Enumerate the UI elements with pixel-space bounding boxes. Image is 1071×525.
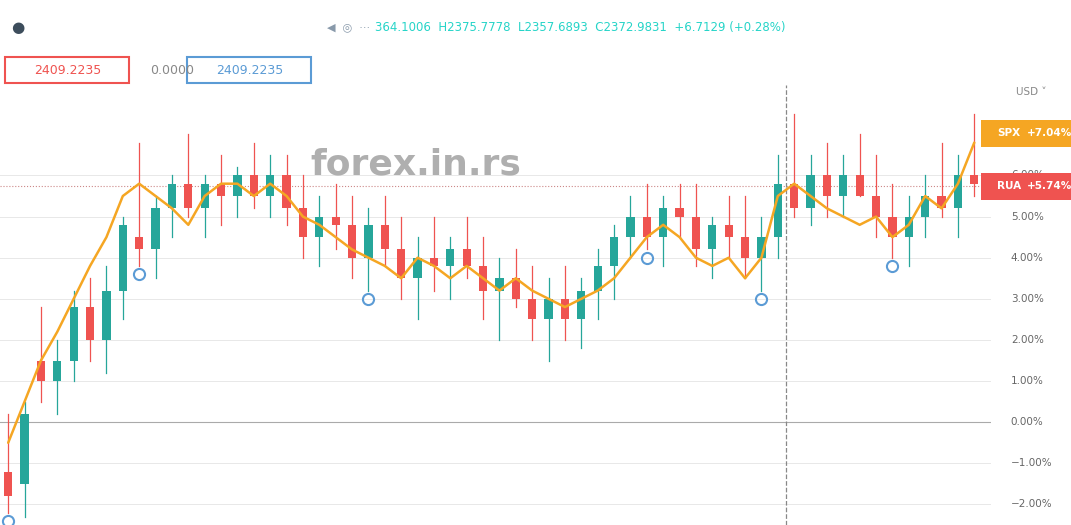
Bar xyxy=(332,217,340,225)
Text: +7.04%: +7.04% xyxy=(1027,128,1071,138)
Bar xyxy=(937,196,946,208)
Bar xyxy=(447,249,454,266)
Bar xyxy=(348,225,357,258)
Bar xyxy=(643,217,651,237)
Bar xyxy=(283,175,290,208)
Bar xyxy=(741,237,749,258)
Bar xyxy=(676,208,683,217)
Bar xyxy=(168,184,176,208)
Bar xyxy=(905,217,912,237)
Bar xyxy=(708,225,716,249)
Bar xyxy=(823,175,831,196)
Text: +5.74%: +5.74% xyxy=(1027,181,1071,191)
Text: USD ˅: USD ˅ xyxy=(1015,87,1046,97)
Bar xyxy=(266,175,274,196)
Bar xyxy=(806,175,815,208)
Bar xyxy=(872,196,880,217)
Text: ◀  ◎  ···: ◀ ◎ ··· xyxy=(327,23,369,33)
Bar xyxy=(397,249,405,278)
Bar xyxy=(380,225,389,249)
Text: 3.00%: 3.00% xyxy=(1011,294,1043,304)
Bar xyxy=(36,361,45,381)
Text: 4.98%: 4.98% xyxy=(73,95,110,108)
Bar xyxy=(954,175,962,208)
Text: 0.0000: 0.0000 xyxy=(150,64,194,77)
FancyBboxPatch shape xyxy=(981,173,1071,200)
Bar xyxy=(692,217,700,249)
Bar xyxy=(200,184,209,208)
Bar xyxy=(921,196,930,217)
Bar xyxy=(627,217,634,237)
Text: USD ˅: USD ˅ xyxy=(1021,21,1055,34)
Bar xyxy=(561,299,569,319)
Bar xyxy=(479,266,487,291)
Bar xyxy=(888,217,896,237)
Text: 2409.2235: 2409.2235 xyxy=(34,64,101,77)
Bar xyxy=(250,175,258,196)
Bar xyxy=(840,175,847,196)
Bar xyxy=(659,208,667,237)
Bar xyxy=(725,225,733,237)
Bar xyxy=(299,208,307,237)
Text: −1.00%: −1.00% xyxy=(1011,458,1053,468)
Text: −2.00%: −2.00% xyxy=(1011,499,1053,509)
Text: 1.00%: 1.00% xyxy=(1011,376,1043,386)
Text: forex.in.rs: forex.in.rs xyxy=(311,147,522,181)
Bar xyxy=(4,471,12,496)
Bar xyxy=(757,237,766,258)
Bar xyxy=(790,184,798,208)
Bar xyxy=(413,258,422,278)
Bar xyxy=(217,184,225,196)
Text: 2409.2235: 2409.2235 xyxy=(216,64,283,77)
Bar xyxy=(577,291,586,319)
Bar xyxy=(70,307,78,361)
Bar xyxy=(233,175,242,196)
Text: 4.00%: 4.00% xyxy=(1011,253,1043,262)
Bar xyxy=(315,217,323,237)
Bar xyxy=(103,291,110,340)
Bar xyxy=(119,225,126,291)
Text: 2.00%: 2.00% xyxy=(1011,335,1043,345)
Bar xyxy=(970,175,979,184)
Bar xyxy=(544,299,553,319)
Bar xyxy=(364,225,373,258)
Bar xyxy=(184,184,193,208)
Bar xyxy=(54,361,61,381)
Text: 0.00%: 0.00% xyxy=(1011,417,1043,427)
Text: Russell 3000 Index · 1D · RUSSELL: Russell 3000 Index · 1D · RUSSELL xyxy=(27,21,242,34)
Bar xyxy=(496,278,503,291)
Text: ●: ● xyxy=(11,20,24,35)
Text: SPX, SP: SPX, SP xyxy=(5,95,49,108)
Bar xyxy=(151,208,160,249)
Text: RUA: RUA xyxy=(997,181,1022,191)
Bar xyxy=(512,278,519,299)
Text: SPX: SPX xyxy=(997,128,1021,138)
Bar xyxy=(20,414,29,484)
Bar xyxy=(610,237,618,266)
FancyBboxPatch shape xyxy=(981,120,1071,147)
Bar xyxy=(135,237,144,249)
Bar xyxy=(86,307,94,340)
Bar xyxy=(593,266,602,291)
Text: 5.00%: 5.00% xyxy=(1011,212,1043,222)
Bar xyxy=(773,184,782,237)
Bar xyxy=(429,258,438,266)
Text: 364.1006  H2375.7778  L2357.6893  C2372.9831  +6.7129 (+0.28%): 364.1006 H2375.7778 L2357.6893 C2372.983… xyxy=(375,21,785,34)
Bar xyxy=(856,175,864,196)
Bar xyxy=(463,249,471,266)
Bar xyxy=(528,299,537,319)
Text: 6.00%: 6.00% xyxy=(1011,171,1043,181)
